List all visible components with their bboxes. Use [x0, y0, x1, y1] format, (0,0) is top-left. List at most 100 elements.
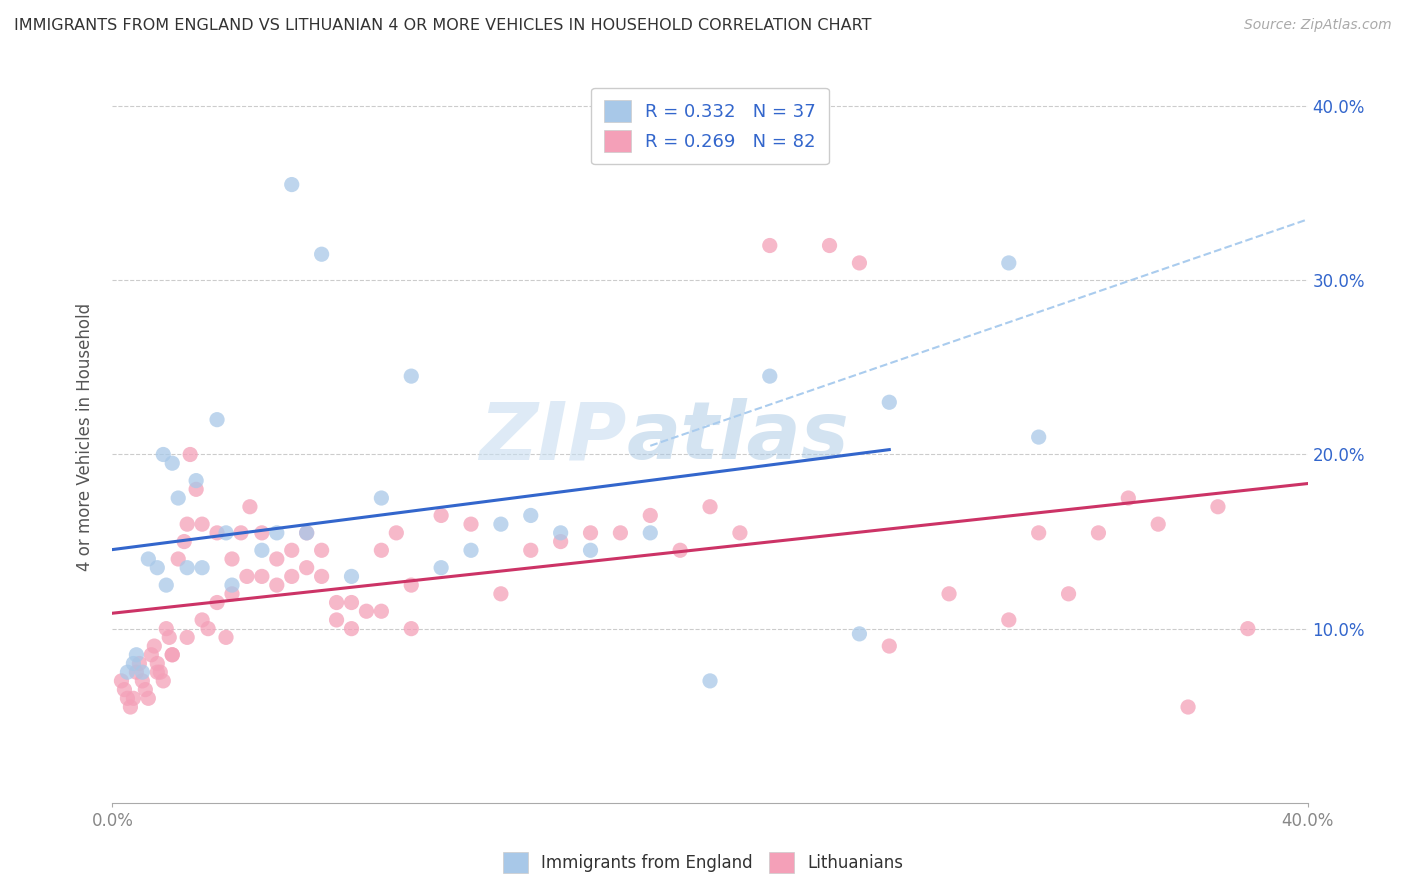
Point [110, 673, 132, 688]
Point [131, 673, 153, 688]
Point [1087, 525, 1109, 540]
Point [609, 525, 631, 540]
Point [1237, 622, 1260, 636]
Point [640, 525, 662, 540]
Point [550, 534, 572, 549]
Point [325, 595, 347, 609]
Point [879, 395, 901, 409]
Point [356, 604, 378, 618]
Point [385, 525, 408, 540]
Point [295, 560, 318, 574]
Text: IMMIGRANTS FROM ENGLAND VS LITHUANIAN 4 OR MORE VEHICLES IN HOUSEHOLD CORRELATIO: IMMIGRANTS FROM ENGLAND VS LITHUANIAN 4 … [14, 18, 872, 33]
Point [579, 525, 602, 540]
Y-axis label: 4 or more Vehicles in Household: 4 or more Vehicles in Household [76, 303, 94, 571]
Text: ZIP: ZIP [479, 398, 627, 476]
Point [131, 665, 153, 680]
Point [401, 369, 423, 384]
Point [1177, 700, 1199, 714]
Point [141, 648, 163, 662]
Point [520, 543, 543, 558]
Point [162, 456, 183, 470]
Point [401, 578, 423, 592]
Point [205, 412, 228, 426]
Point [370, 491, 392, 505]
Point [879, 639, 901, 653]
Point [197, 622, 219, 636]
Point [120, 700, 142, 714]
Point [325, 613, 347, 627]
Point [117, 665, 139, 680]
Point [162, 648, 183, 662]
Point [1206, 500, 1229, 514]
Point [125, 648, 148, 662]
Point [167, 491, 190, 505]
Point [998, 613, 1021, 627]
Point [759, 238, 782, 252]
Point [1057, 587, 1080, 601]
Point [460, 543, 482, 558]
Point [215, 525, 238, 540]
Point [1028, 430, 1050, 444]
Point [281, 543, 304, 558]
Point [699, 673, 721, 688]
Point [550, 525, 572, 540]
Point [239, 500, 262, 514]
Point [295, 525, 318, 540]
Point [848, 627, 870, 641]
Point [167, 552, 190, 566]
Point [340, 622, 363, 636]
Point [848, 256, 870, 270]
Point [266, 525, 288, 540]
Point [191, 517, 214, 532]
Point [311, 247, 333, 261]
Point [998, 256, 1021, 270]
Point [430, 508, 453, 523]
Point [221, 578, 243, 592]
Text: Source: ZipAtlas.com: Source: ZipAtlas.com [1244, 18, 1392, 32]
Legend: R = 0.332   N = 37, R = 0.269   N = 82: R = 0.332 N = 37, R = 0.269 N = 82 [592, 87, 828, 164]
Point [340, 595, 363, 609]
Point [134, 682, 156, 697]
Point [229, 525, 252, 540]
Point [236, 569, 259, 583]
Point [128, 657, 150, 671]
Point [152, 448, 174, 462]
Point [122, 691, 145, 706]
Point [489, 587, 512, 601]
Point [155, 578, 177, 592]
Point [215, 631, 238, 645]
Legend: Immigrants from England, Lithuanians: Immigrants from England, Lithuanians [496, 846, 910, 880]
Point [640, 508, 662, 523]
Point [250, 569, 273, 583]
Point [186, 483, 208, 497]
Point [191, 560, 214, 574]
Point [146, 560, 169, 574]
Point [281, 569, 304, 583]
Point [266, 552, 288, 566]
Point [1147, 517, 1170, 532]
Point [146, 665, 169, 680]
Point [370, 543, 392, 558]
Point [340, 569, 363, 583]
Point [149, 665, 172, 680]
Point [295, 525, 318, 540]
Point [205, 595, 228, 609]
Point [176, 517, 198, 532]
Point [250, 525, 273, 540]
Point [114, 682, 135, 697]
Point [460, 517, 482, 532]
Point [186, 474, 208, 488]
Point [759, 369, 782, 384]
Point [579, 543, 602, 558]
Point [176, 631, 198, 645]
Point [221, 587, 243, 601]
Point [266, 578, 288, 592]
Point [117, 691, 139, 706]
Point [1028, 525, 1050, 540]
Text: atlas: atlas [627, 398, 849, 476]
Point [157, 631, 180, 645]
Point [250, 543, 273, 558]
Point [155, 622, 177, 636]
Point [311, 569, 333, 583]
Point [938, 587, 960, 601]
